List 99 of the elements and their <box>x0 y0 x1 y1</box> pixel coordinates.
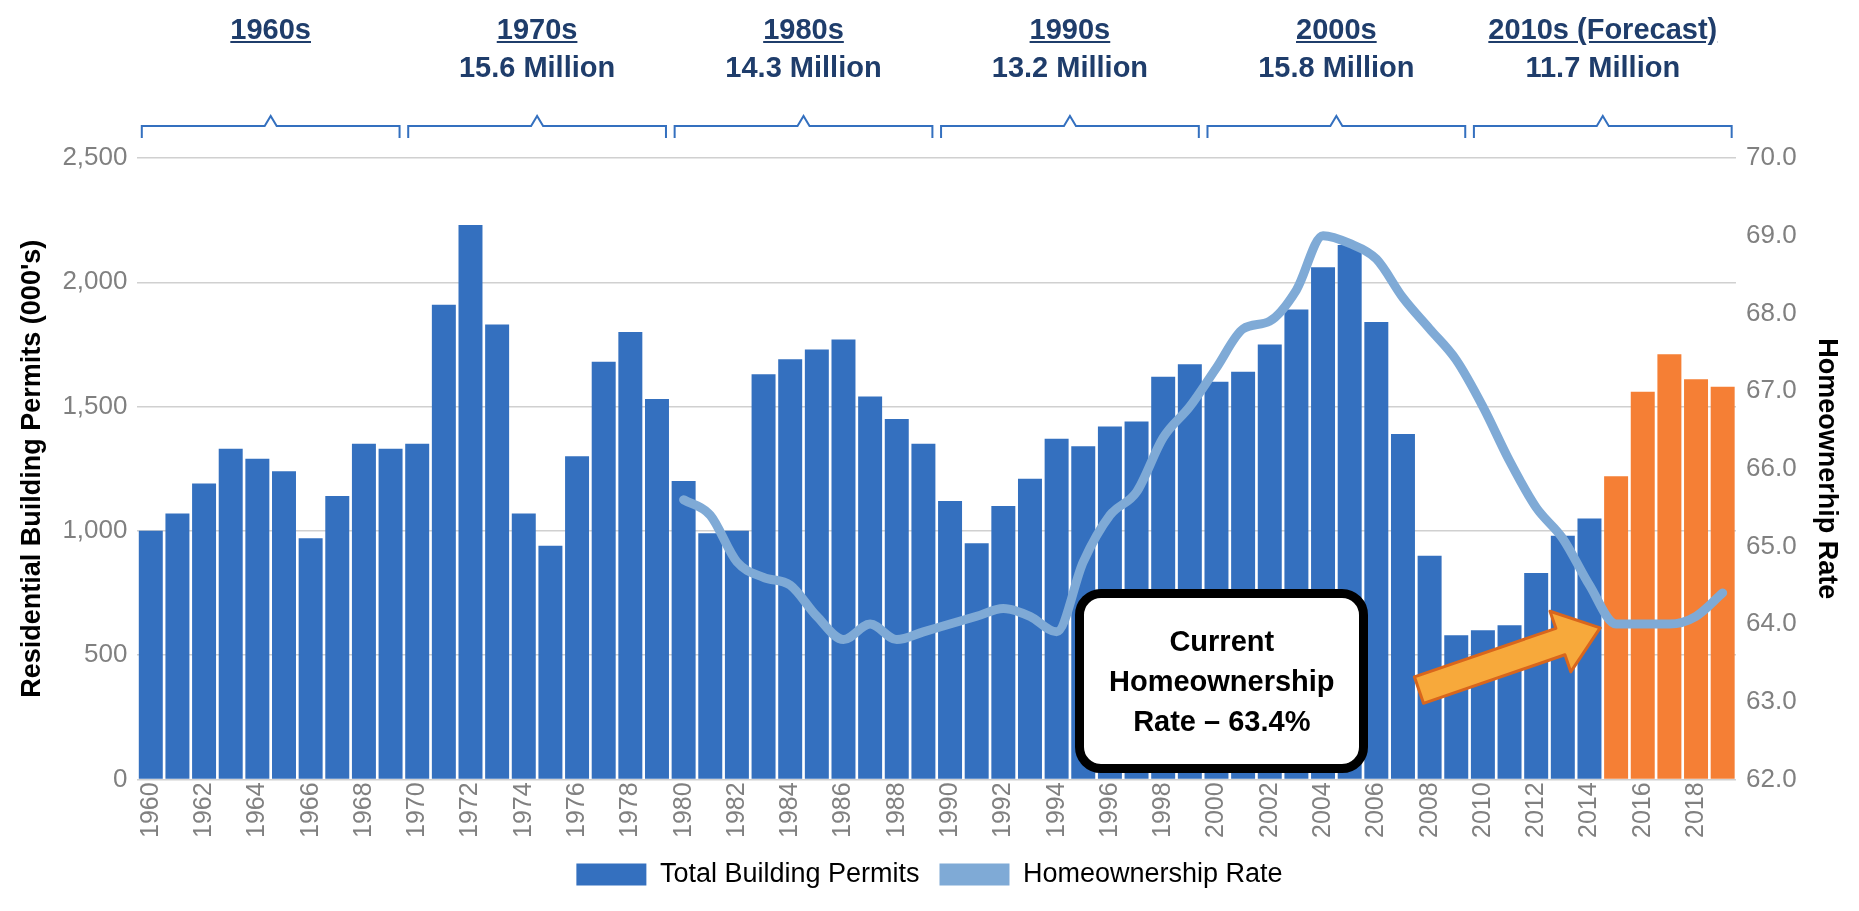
bar <box>378 448 403 779</box>
bar <box>485 324 510 779</box>
y2-tick-label: 69.0 <box>1746 218 1797 249</box>
bar <box>911 443 936 779</box>
y2-tick-label: 64.0 <box>1746 607 1797 638</box>
x-tick-label: 2004 <box>1306 782 1335 839</box>
bar <box>804 349 829 779</box>
y-tick-label: 2,500 <box>62 141 128 172</box>
bar <box>618 331 643 779</box>
x-tick-label: 2018 <box>1679 782 1708 839</box>
bar <box>778 359 803 779</box>
callout-box: Current Homeownership Rate – 63.4% <box>1075 589 1369 774</box>
y2-tick-label: 66.0 <box>1746 451 1797 482</box>
x-tick-label: 2010 <box>1466 782 1495 839</box>
text: 1960s <box>229 12 312 47</box>
annotation: Current Homeownership Rate – 63.4% <box>1108 624 1336 740</box>
text: 1990s 13.2 Million <box>990 12 1150 85</box>
text: 1980s 14.3 Million <box>724 12 883 85</box>
x-tick-label: 1990 <box>933 782 962 839</box>
y-tick-label: 1,500 <box>62 389 128 420</box>
bar <box>591 361 616 779</box>
x-tick-label: 1966 <box>294 782 323 839</box>
x-tick-label: 1988 <box>880 782 909 839</box>
x-tick-label: 1964 <box>241 782 270 839</box>
x-tick-label: 2014 <box>1573 782 1602 839</box>
legend-label: Homeownership Rate <box>1022 857 1283 888</box>
x-tick-label: 1978 <box>614 782 643 839</box>
bar <box>1604 476 1629 779</box>
y-axis-title: Residential Building Permits (000's) <box>15 239 46 698</box>
x-tick-label: 1998 <box>1147 782 1176 839</box>
y-tick-label: 2,000 <box>62 265 128 296</box>
y2-tick-label: 67.0 <box>1746 374 1797 405</box>
x-tick-label: 2016 <box>1626 782 1655 839</box>
bar <box>938 501 963 779</box>
x-tick-label: 2008 <box>1413 782 1442 839</box>
y-tick-label: 0 <box>112 762 128 793</box>
bar <box>298 538 323 779</box>
bar <box>671 481 696 779</box>
text: 1970s 15.6 Million <box>457 12 617 85</box>
bar <box>991 505 1016 779</box>
bar <box>458 225 483 779</box>
bar <box>964 543 989 779</box>
x-tick-label: 1962 <box>187 782 216 839</box>
y2-tick-label: 63.0 <box>1746 684 1797 715</box>
bar <box>831 339 856 779</box>
y2-axis-title: Homeownerhip Rate <box>1813 338 1844 600</box>
x-tick-label: 1972 <box>454 782 483 839</box>
x-tick-label: 2012 <box>1520 782 1549 839</box>
x-tick-label: 1970 <box>401 782 430 839</box>
bar <box>431 304 456 779</box>
bar <box>884 418 909 779</box>
bar <box>272 471 296 779</box>
legend-label: Total Building Permits <box>659 857 920 888</box>
bar <box>325 496 350 779</box>
bar <box>538 545 563 779</box>
x-tick-label: 2006 <box>1360 782 1389 839</box>
bar <box>511 513 536 779</box>
bar <box>1657 354 1682 779</box>
x-tick-label: 1992 <box>987 782 1016 839</box>
y-tick-label: 1,000 <box>62 514 128 544</box>
bar <box>245 458 270 779</box>
x-tick-label: 1982 <box>720 782 749 839</box>
bar <box>351 443 376 779</box>
bar <box>1630 391 1655 779</box>
y2-tick-label: 65.0 <box>1746 529 1797 560</box>
text: 2010s (Forecast) 11.7 Million <box>1487 12 1719 85</box>
y-tick-label: 500 <box>84 638 128 669</box>
bar <box>565 456 590 779</box>
bar <box>645 399 669 779</box>
y2-tick-label: 70.0 <box>1746 141 1797 172</box>
bar <box>858 396 883 779</box>
bar <box>724 530 749 779</box>
x-tick-label: 1960 <box>134 782 163 839</box>
bar <box>192 483 217 779</box>
bar <box>1044 438 1069 779</box>
y2-tick-label: 68.0 <box>1746 296 1797 327</box>
bar <box>1710 386 1735 779</box>
bar <box>1684 379 1709 779</box>
y2-tick-label: 62.0 <box>1746 762 1797 793</box>
x-tick-label: 1984 <box>774 782 803 839</box>
bar <box>1017 478 1042 779</box>
x-tick-label: 1968 <box>347 782 376 839</box>
bar <box>165 513 190 779</box>
bar <box>1364 322 1389 779</box>
x-tick-label: 1996 <box>1093 782 1122 839</box>
x-tick-label: 1976 <box>560 782 589 839</box>
x-tick-label: 1986 <box>827 782 856 839</box>
bar <box>138 530 163 779</box>
x-tick-label: 1980 <box>667 782 696 839</box>
x-tick-label: 2000 <box>1200 782 1229 839</box>
bar <box>1390 433 1415 779</box>
bar <box>698 533 723 779</box>
bar <box>751 374 776 779</box>
bar <box>218 448 243 779</box>
text: 2000s 15.8 Million <box>1257 12 1416 85</box>
x-tick-label: 2002 <box>1253 782 1282 839</box>
x-tick-label: 1994 <box>1040 782 1069 839</box>
bar <box>405 443 430 779</box>
x-tick-label: 1974 <box>507 782 536 839</box>
